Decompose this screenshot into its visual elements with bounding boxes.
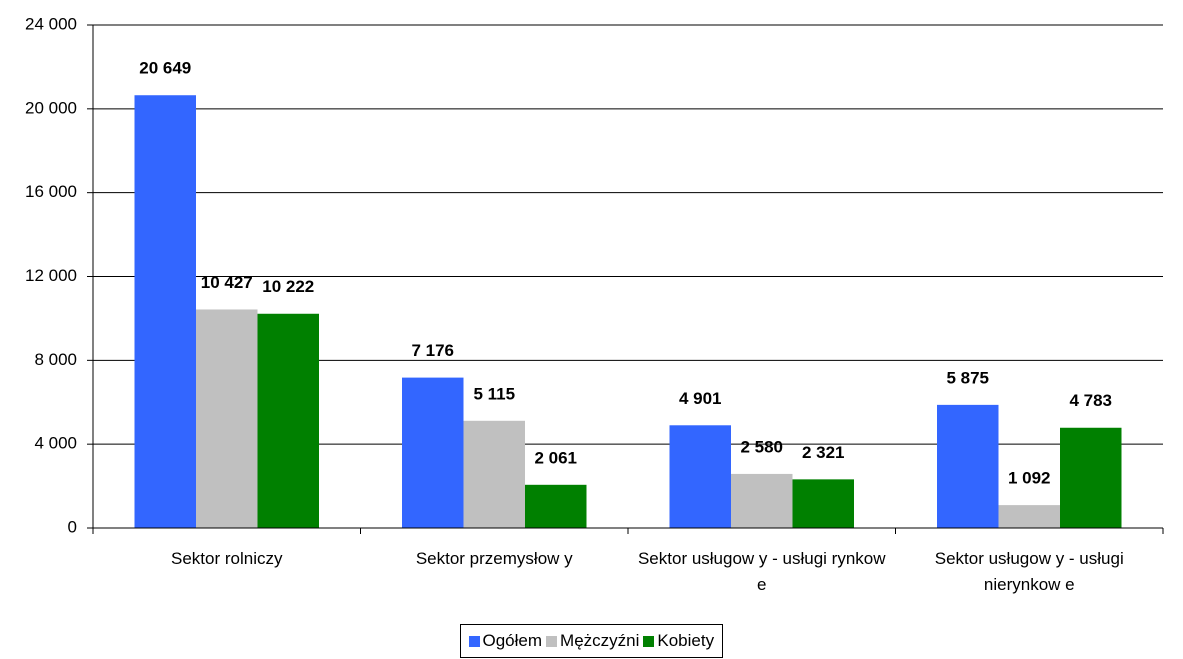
x-tick-label: Sektor przemysłow y [415,549,573,568]
legend-item: Kobiety [643,631,714,651]
bar [196,309,258,528]
x-tick-label: Sektor usługow y - usługi rynkow e [637,549,886,594]
bar [731,473,793,528]
legend: Ogółem Mężczyźni Kobiety [459,624,724,658]
bar [998,505,1060,528]
legend-swatch [546,635,558,647]
bar [402,377,464,528]
y-tick-label: 4 000 [34,434,77,453]
data-label: 2 580 [740,437,783,456]
data-label: 10 427 [201,273,253,292]
x-tick-label: Sektor usługow y - usługi nierynkow e [934,549,1124,594]
data-label: 20 649 [139,59,191,78]
bar [792,479,854,528]
legend-item: Ogółem [468,631,543,651]
bar [257,313,319,528]
y-tick-label: 16 000 [25,182,77,201]
data-label: 7 176 [411,341,454,360]
y-tick-label: 12 000 [25,266,77,285]
y-tick-label: 0 [68,517,77,536]
data-label: 5 875 [946,368,989,387]
y-tick-label: 20 000 [25,98,77,117]
bar [1060,427,1122,528]
data-label: 2 321 [802,443,845,462]
legend-swatch [468,635,480,647]
data-label: 2 061 [534,448,577,467]
bar [134,95,196,528]
bar [937,404,999,528]
legend-label: Kobiety [657,631,715,650]
y-tick-label: 8 000 [34,350,77,369]
data-label: 4 901 [679,389,722,408]
data-label: 5 115 [473,384,515,403]
legend-label: Mężczyźni [560,631,640,650]
x-tick-label: Sektor rolniczy [171,549,283,568]
legend-item: Mężczyźni [546,631,639,651]
y-tick-label: 24 000 [25,14,77,33]
legend-swatch [643,635,655,647]
data-label: 10 222 [262,277,314,296]
data-label: 1 092 [1008,469,1051,488]
legend-label: Ogółem [482,631,543,650]
bar [669,425,731,528]
bar [525,484,587,528]
data-label: 4 783 [1069,391,1112,410]
bar [463,420,525,528]
